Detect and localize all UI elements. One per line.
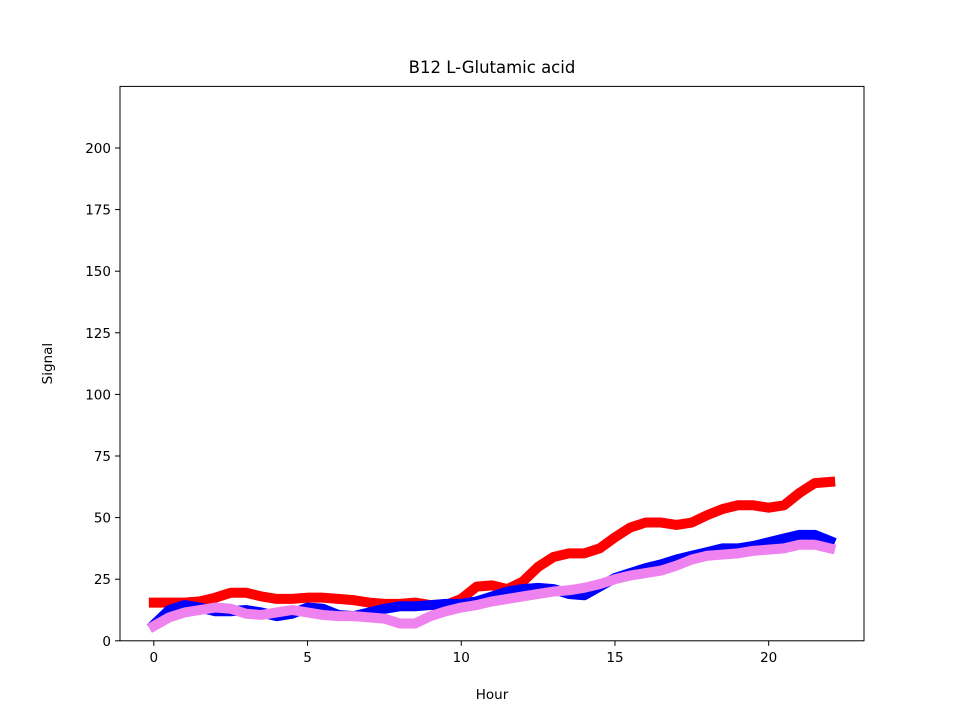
x-axis-label: Hour <box>476 687 509 703</box>
x-axis-ticks: 0 5 10 15 20 <box>150 640 777 666</box>
series-layer <box>146 476 837 633</box>
series-line-1 <box>148 476 836 611</box>
x-tick-label: 0 <box>150 650 159 666</box>
y-tick-label: 25 <box>94 572 111 588</box>
y-tick-label: 200 <box>85 141 111 157</box>
chart-title: B12 L-Glutamic acid <box>409 58 576 77</box>
y-axis-label: Signal <box>40 343 56 384</box>
x-tick-label: 10 <box>453 650 470 666</box>
y-tick-label: 75 <box>94 449 111 465</box>
x-tick-label: 20 <box>760 650 777 666</box>
y-tick-label: 0 <box>102 634 111 650</box>
y-axis-ticks: 0 25 50 75 100 125 150 175 200 <box>85 141 120 650</box>
y-tick-label: 150 <box>85 264 111 280</box>
series-line-3 <box>147 539 837 633</box>
y-tick-label: 125 <box>85 326 111 342</box>
plot-frame <box>119 85 865 642</box>
x-tick-label: 5 <box>303 650 312 666</box>
y-tick-label: 100 <box>85 387 111 403</box>
x-tick-label: 15 <box>606 650 623 666</box>
y-tick-label: 50 <box>94 511 111 527</box>
y-tick-label: 175 <box>85 203 111 219</box>
